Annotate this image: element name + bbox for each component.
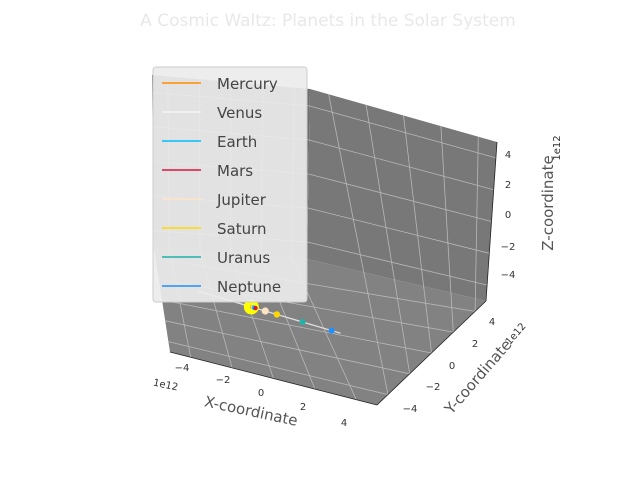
planet-point-saturn xyxy=(273,311,281,318)
y-tick-label: 4 xyxy=(489,317,495,328)
z-offset-label: 1e12 xyxy=(552,135,563,160)
y-tick-label: −2 xyxy=(426,382,441,393)
x-axis-line xyxy=(169,351,378,406)
axis-edges xyxy=(169,141,498,406)
x-tick-label: 2 xyxy=(300,402,306,413)
y-tick-label: 0 xyxy=(449,361,455,372)
z-tick-label: 2 xyxy=(505,180,511,191)
x-tick-label: 0 xyxy=(258,388,264,399)
planet-point-neptune xyxy=(328,327,335,334)
legend-label-mercury: Mercury xyxy=(217,75,278,93)
z-tick-label: 0 xyxy=(505,210,511,221)
x-axis-label: X-coordinate xyxy=(203,392,300,429)
side-pane xyxy=(307,89,497,301)
z-axis-label: Z-coordinate xyxy=(539,155,557,250)
planet-point-mars xyxy=(253,305,258,311)
x-tick-label: −2 xyxy=(216,375,231,386)
x-tick-label: −4 xyxy=(175,363,190,374)
y-offset-label: 1e12 xyxy=(504,321,529,347)
legend-label-jupiter: Jupiter xyxy=(216,191,267,209)
legend-label-uranus: Uranus xyxy=(217,249,270,267)
legend-box xyxy=(152,66,308,303)
legend-label-neptune: Neptune xyxy=(217,278,281,296)
legend-label-venus: Venus xyxy=(217,104,262,122)
planet-point-uranus xyxy=(299,319,306,326)
legend: Mercury Venus Earth Mars Jupiter Saturn Uranus… xyxy=(152,66,308,303)
legend-label-mars: Mars xyxy=(217,162,253,180)
chart-title: A Cosmic Waltz: Planets in the Solar Sys… xyxy=(140,11,516,31)
legend-label-saturn: Saturn xyxy=(217,220,267,238)
legend-label-earth: Earth xyxy=(217,133,257,151)
y-tick-label: 2 xyxy=(472,339,478,350)
y-tick-label: −4 xyxy=(403,404,418,415)
x-offset-label: 1e12 xyxy=(152,378,179,394)
y-axis-line xyxy=(376,300,487,406)
z-tick-label: 4 xyxy=(505,150,511,161)
x-tick-label: 4 xyxy=(341,418,347,429)
z-axis-line xyxy=(485,141,498,302)
z-tick-label: −4 xyxy=(501,270,516,281)
planet-point-jupiter xyxy=(261,307,269,315)
z-tick-label: −2 xyxy=(501,242,516,253)
